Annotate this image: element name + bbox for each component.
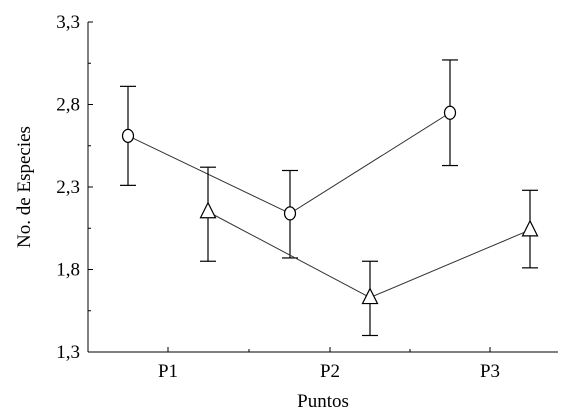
y-tick-label: 3,3 (56, 12, 80, 33)
axes (87, 22, 558, 353)
y-ticks: 1,3 1,8 2,3 2,8 3,3 (56, 12, 93, 363)
data-point-circle (121, 128, 135, 143)
data-point-circle (283, 206, 297, 221)
series-circle (120, 59, 458, 259)
x-tick-label: P3 (480, 361, 500, 382)
series-line (207, 211, 531, 299)
y-tick-label: 1,3 (56, 342, 80, 363)
x-axis-title: Puntos (297, 391, 349, 411)
y-tick-label: 2,3 (56, 177, 80, 198)
x-tick-label: P2 (320, 361, 340, 382)
data-point-triangle (361, 287, 379, 305)
y-axis-title: No. de Especies (14, 126, 35, 248)
data-point-triangle (199, 201, 217, 219)
x-ticks: P1 P2 P3 (158, 347, 500, 382)
y-tick-label: 2,8 (56, 95, 80, 116)
y-tick-label: 1,8 (56, 260, 80, 281)
series-layer (120, 59, 539, 337)
x-tick-label: P1 (158, 361, 178, 382)
data-point-triangle (521, 219, 539, 237)
data-point-circle (443, 105, 457, 120)
series-line (127, 112, 451, 214)
series-triangle (199, 166, 539, 337)
